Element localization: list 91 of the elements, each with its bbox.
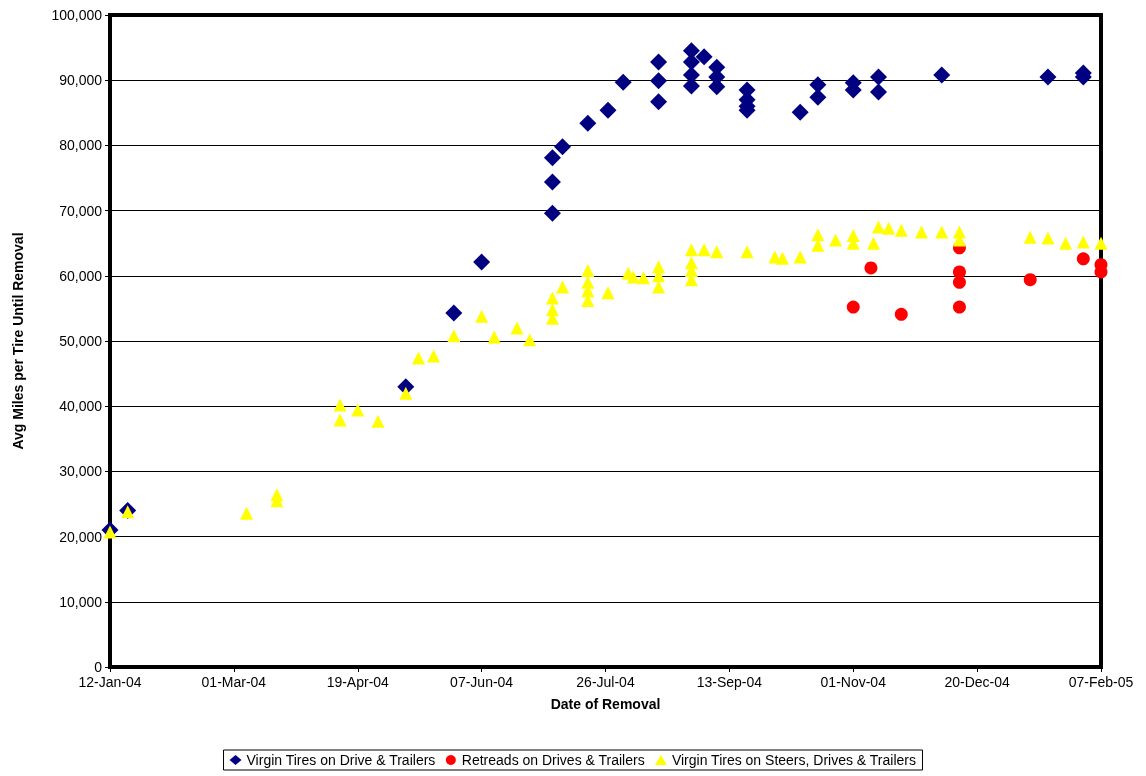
point	[556, 280, 570, 294]
point	[866, 236, 880, 250]
point	[894, 307, 908, 321]
point	[579, 114, 597, 132]
point	[872, 220, 886, 234]
y-tick-label: 50,000	[59, 333, 103, 349]
point	[1039, 68, 1057, 86]
point	[554, 138, 572, 156]
point	[697, 243, 711, 257]
point	[427, 349, 441, 363]
point	[1076, 252, 1090, 266]
point	[543, 173, 561, 191]
point	[614, 73, 632, 91]
y-tick-label: 70,000	[59, 202, 103, 219]
point	[864, 261, 878, 275]
point	[333, 413, 347, 427]
point	[1094, 236, 1108, 250]
x-tick-label: 07-Feb-05	[1068, 674, 1134, 690]
point	[882, 221, 896, 235]
legend-label: Virgin Tires on Drive & Trailers	[246, 752, 436, 768]
point	[333, 398, 347, 412]
point	[915, 225, 929, 239]
point	[870, 83, 888, 101]
point	[411, 351, 425, 365]
point	[650, 93, 668, 111]
point	[445, 304, 463, 322]
point	[510, 321, 524, 335]
point	[846, 300, 860, 314]
point	[601, 286, 615, 300]
x-tick-label: 07-Jun-04	[450, 674, 514, 690]
x-tick-label: 26-Jul-04	[576, 674, 635, 690]
y-tick-label: 100,000	[51, 7, 103, 23]
point	[952, 265, 966, 279]
x-tick-label: 01-Mar-04	[201, 674, 267, 690]
point	[545, 291, 559, 305]
point	[791, 103, 809, 121]
point	[775, 251, 789, 265]
point	[935, 225, 949, 239]
point	[475, 309, 489, 323]
point	[695, 48, 713, 66]
x-axis-title: Date of Removal	[550, 696, 661, 712]
y-axis-title: Avg Miles per Tire Until Removal	[10, 232, 26, 450]
x-tick-label: 13-Sep-04	[696, 674, 763, 690]
point	[447, 329, 461, 343]
point	[487, 330, 501, 344]
point	[650, 53, 668, 71]
x-tick-label: 19-Apr-04	[326, 674, 390, 690]
point	[523, 333, 537, 347]
point	[652, 280, 666, 294]
legend-label: Retreads on Drives & Trailers	[461, 752, 645, 768]
point	[103, 525, 117, 539]
x-tick-label: 01-Nov-04	[820, 674, 887, 690]
point	[543, 149, 561, 167]
point	[793, 250, 807, 264]
point	[952, 300, 966, 314]
point	[599, 101, 617, 119]
point	[1041, 231, 1055, 245]
y-tick-label: 80,000	[59, 137, 103, 154]
point	[240, 506, 254, 520]
y-tick-label: 20,000	[59, 528, 103, 545]
point	[684, 243, 698, 257]
point	[740, 245, 754, 259]
y-tick-label: 90,000	[59, 72, 103, 89]
point	[1076, 235, 1090, 249]
legend-label: Virgin Tires on Steers, Drives & Trailers	[671, 752, 916, 768]
point	[894, 223, 908, 237]
x-tick-label: 12-Jan-04	[78, 674, 142, 690]
point	[351, 403, 365, 417]
y-tick-label: 0	[94, 659, 103, 675]
y-tick-label: 60,000	[59, 267, 103, 284]
point	[650, 72, 668, 90]
y-tick-label: 30,000	[59, 463, 103, 480]
point	[1059, 236, 1073, 250]
point	[473, 253, 491, 271]
point	[371, 414, 385, 428]
point	[543, 204, 561, 222]
point	[626, 270, 640, 284]
point	[636, 271, 650, 285]
point	[581, 264, 595, 278]
point	[1023, 230, 1037, 244]
y-tick-label: 40,000	[59, 398, 103, 415]
point	[652, 260, 666, 274]
point	[399, 386, 413, 400]
point	[829, 233, 843, 247]
point	[710, 245, 724, 259]
point	[1023, 273, 1037, 287]
point	[952, 275, 966, 289]
y-tick-label: 10,000	[59, 593, 103, 610]
x-tick-label: 20-Dec-04	[944, 674, 1011, 690]
point	[933, 66, 951, 84]
point	[870, 68, 888, 86]
